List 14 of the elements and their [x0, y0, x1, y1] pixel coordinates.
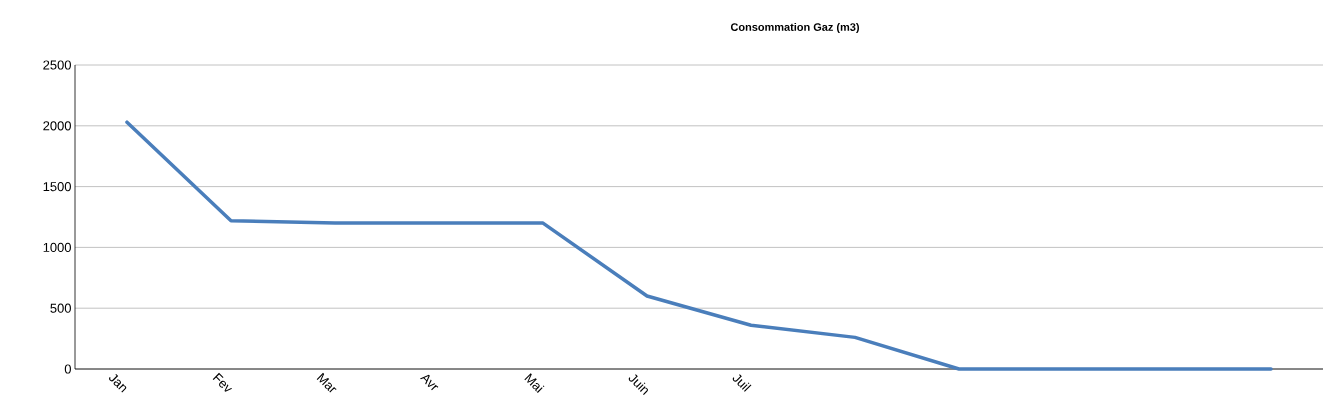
y-tick-label: 500 [50, 303, 71, 313]
y-tick-label: 1500 [43, 182, 71, 192]
y-tick-label: 0 [64, 364, 71, 374]
y-tick-label: 2500 [43, 60, 71, 70]
x-tick-label: Jan [109, 373, 127, 393]
y-tick-label: 1000 [43, 242, 71, 252]
x-tick-label: Mar [316, 372, 337, 393]
x-tick-label: Mai [524, 373, 545, 393]
x-tick-label: Avr [419, 374, 439, 391]
x-tick-label: Fev [212, 372, 233, 392]
y-tick-label: 2000 [43, 121, 71, 131]
chart-title: Consommation Gaz (m3) [730, 22, 859, 34]
x-tick-label: Juil [732, 374, 752, 392]
x-tick-label: Juin [628, 374, 648, 395]
